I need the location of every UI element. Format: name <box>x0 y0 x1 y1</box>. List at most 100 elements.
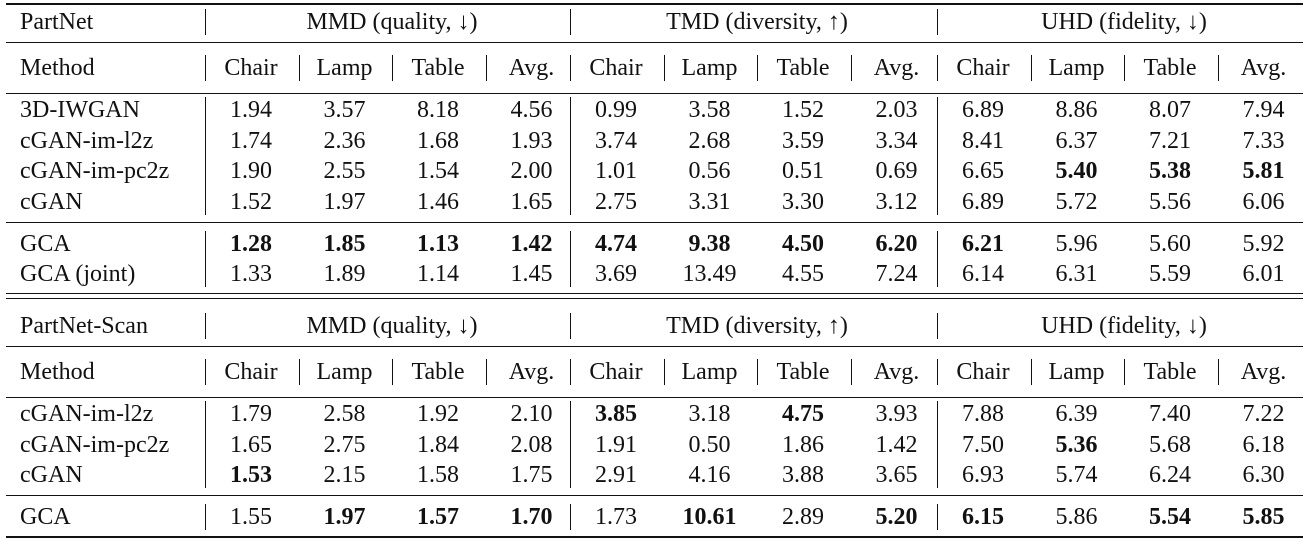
cell-value: 3.85 <box>595 401 637 427</box>
cell-value: 5.68 <box>1149 431 1191 458</box>
group-header: TMD (diversity, ↑) <box>666 9 848 35</box>
cell-value: 1.55 <box>230 504 272 530</box>
column-divider <box>937 9 938 35</box>
cell-value: 1.13 <box>417 230 459 257</box>
cell-value: 6.89 <box>962 188 1004 215</box>
column-divider <box>570 9 571 35</box>
cell-value: 5.59 <box>1149 261 1191 287</box>
cell-value: 1.52 <box>782 97 824 123</box>
cell-value: 6.31 <box>1055 261 1098 287</box>
column-header: Table <box>776 359 830 385</box>
cell-value: 1.70 <box>510 504 553 530</box>
method-name: cGAN-im-l2z <box>20 401 154 427</box>
cell-value: 5.86 <box>1055 504 1098 530</box>
group-header: UHD (fidelity, ↓) <box>1041 313 1207 339</box>
column-divider <box>850 359 852 385</box>
column-divider <box>205 55 206 81</box>
column-header: Chair <box>224 359 278 385</box>
column-header: Chair <box>589 55 643 81</box>
cell-value: 5.81 <box>1242 158 1285 184</box>
cell-value: 1.65 <box>510 188 553 215</box>
column-header: Table <box>411 55 465 81</box>
rule <box>6 293 1303 294</box>
cell-value: 1.84 <box>417 431 459 458</box>
column-divider <box>1030 55 1032 81</box>
column-divider <box>1217 359 1219 385</box>
cell-value: 4.16 <box>688 462 731 488</box>
column-divider <box>570 401 571 488</box>
cell-value: 1.14 <box>417 261 459 287</box>
cell-value: 6.93 <box>962 462 1004 488</box>
cell-value: 7.40 <box>1149 401 1191 427</box>
cell-value: 6.30 <box>1242 462 1285 488</box>
column-header: Lamp <box>681 55 738 81</box>
column-divider <box>937 55 938 81</box>
cell-value: 1.91 <box>595 431 637 458</box>
column-divider <box>205 313 206 339</box>
cell-value: 5.20 <box>875 504 918 530</box>
cell-value: 3.30 <box>782 188 824 215</box>
cell-value: 9.38 <box>688 230 731 257</box>
cell-value: 7.94 <box>1242 97 1285 123</box>
cell-value: 3.58 <box>688 97 731 123</box>
rule <box>6 3 1303 5</box>
cell-value: 5.36 <box>1055 431 1098 458</box>
column-divider <box>392 55 393 81</box>
cell-value: 1.75 <box>510 462 553 488</box>
cell-value: 7.21 <box>1149 127 1191 154</box>
cell-value: 2.36 <box>323 127 366 154</box>
column-divider <box>757 359 758 385</box>
cell-value: 2.75 <box>323 431 366 458</box>
method-name: GCA <box>20 504 71 530</box>
cell-value: 1.45 <box>510 261 553 287</box>
cell-value: 8.86 <box>1055 97 1098 123</box>
cell-value: 6.89 <box>962 97 1004 123</box>
cell-value: 1.01 <box>595 158 637 184</box>
column-divider <box>205 97 206 215</box>
rule <box>6 495 1303 496</box>
cell-value: 3.59 <box>782 127 824 154</box>
cell-value: 6.24 <box>1149 462 1191 488</box>
rule <box>6 93 1303 94</box>
cell-value: 1.97 <box>323 188 366 215</box>
column-divider <box>485 55 487 81</box>
cell-value: 3.65 <box>875 462 918 488</box>
column-header: Method <box>20 359 95 385</box>
cell-value: 1.42 <box>510 230 553 257</box>
column-divider <box>850 55 852 81</box>
cell-value: 7.33 <box>1242 127 1285 154</box>
cell-value: 1.79 <box>230 401 272 427</box>
cell-value: 5.74 <box>1055 462 1098 488</box>
cell-value: 2.91 <box>595 462 637 488</box>
cell-value: 1.28 <box>230 230 272 257</box>
cell-value: 6.06 <box>1242 188 1285 215</box>
cell-value: 0.69 <box>875 158 918 184</box>
method-name: GCA <box>20 230 71 257</box>
column-divider <box>937 97 938 215</box>
cell-value: 10.61 <box>682 504 737 530</box>
method-name: cGAN-im-pc2z <box>20 431 170 458</box>
column-divider <box>485 359 487 385</box>
cell-value: 1.90 <box>230 158 272 184</box>
rule <box>6 397 1303 398</box>
cell-value: 6.20 <box>875 230 918 257</box>
cell-value: 1.65 <box>230 431 272 458</box>
column-header: Chair <box>956 359 1010 385</box>
cell-value: 3.57 <box>323 97 366 123</box>
cell-value: 5.54 <box>1149 504 1191 530</box>
cell-value: 2.58 <box>323 401 366 427</box>
cell-value: 6.21 <box>962 230 1004 257</box>
column-divider <box>392 359 393 385</box>
group-header: UHD (fidelity, ↓) <box>1041 9 1207 35</box>
rule <box>6 221 1303 223</box>
cell-value: 4.74 <box>595 230 637 257</box>
column-divider <box>205 401 206 488</box>
column-divider <box>937 401 938 488</box>
column-header: Chair <box>224 55 278 81</box>
column-divider <box>1124 359 1125 385</box>
column-divider <box>1030 359 1032 385</box>
cell-value: 6.39 <box>1055 401 1098 427</box>
cell-value: 4.75 <box>782 401 824 427</box>
cell-value: 8.41 <box>962 127 1004 154</box>
cell-value: 5.56 <box>1149 188 1191 215</box>
